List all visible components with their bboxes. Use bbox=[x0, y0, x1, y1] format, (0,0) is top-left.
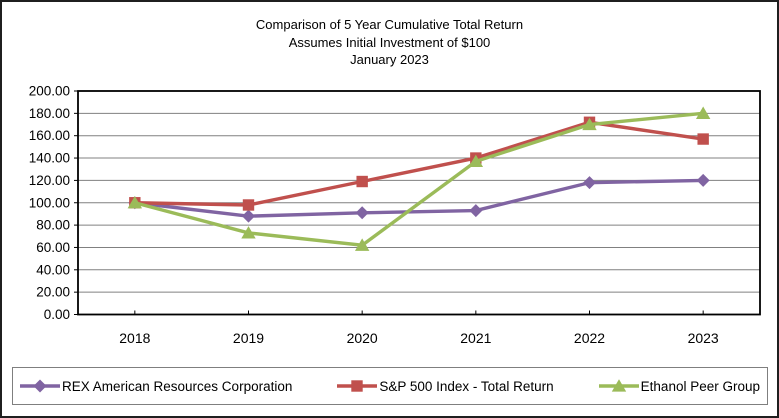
x-tick-label: 2018 bbox=[119, 330, 150, 346]
legend-item-sp500: S&P 500 Index - Total Return bbox=[337, 378, 554, 394]
y-tick-label: 0.00 bbox=[44, 307, 70, 322]
x-tick-label: 2021 bbox=[460, 330, 491, 346]
y-tick-label: 140.00 bbox=[29, 151, 70, 166]
chart-title: Comparison of 5 Year Cumulative Total Re… bbox=[2, 16, 777, 69]
square-marker-icon bbox=[337, 380, 378, 392]
y-tick-label: 120.00 bbox=[29, 173, 70, 188]
chart-title-line3: January 2023 bbox=[350, 52, 429, 67]
y-tick-label: 40.00 bbox=[36, 262, 70, 277]
chart-legend: REX American Resources Corporation S&P 5… bbox=[12, 367, 768, 405]
legend-item-rex: REX American Resources Corporation bbox=[20, 379, 292, 394]
x-tick-label: 2022 bbox=[574, 330, 605, 346]
y-tick-label: 180.00 bbox=[29, 106, 70, 121]
diamond-marker-icon bbox=[20, 379, 60, 393]
y-tick-label: 20.00 bbox=[36, 285, 70, 300]
y-tick-label: 200.00 bbox=[29, 84, 70, 99]
series-0 bbox=[128, 173, 710, 223]
triangle-marker-icon bbox=[598, 379, 639, 392]
y-tick-label: 160.00 bbox=[29, 128, 70, 143]
y-tick-label: 60.00 bbox=[36, 240, 70, 255]
y-tick-label: 100.00 bbox=[29, 195, 70, 210]
legend-label-rex: REX American Resources Corporation bbox=[62, 378, 293, 394]
y-tick-label: 80.00 bbox=[36, 218, 70, 233]
chart-title-line2: Assumes Initial Investment of $100 bbox=[288, 34, 491, 50]
line-chart-plot-area: 200.00 180.00 160.00 140.00 120.00 100.00 80.0… bbox=[29, 84, 761, 346]
legend-label-ethanol: Ethanol Peer Group bbox=[640, 378, 760, 394]
x-tick-label: 2019 bbox=[233, 330, 264, 346]
series-1 bbox=[129, 116, 709, 211]
x-tick-label: 2023 bbox=[688, 330, 719, 346]
chart-title-line1: Comparison of 5 Year Cumulative Total Re… bbox=[255, 17, 524, 32]
legend-label-sp500: S&P 500 Index - Total Return bbox=[379, 378, 554, 394]
series-2 bbox=[127, 106, 711, 251]
legend-item-ethanol: Ethanol Peer Group bbox=[598, 378, 760, 394]
x-tick-label: 2020 bbox=[347, 330, 378, 346]
